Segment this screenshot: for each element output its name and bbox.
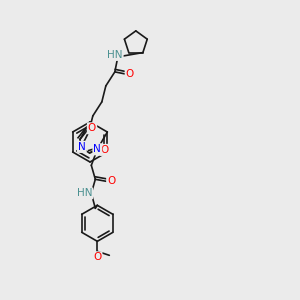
Text: O: O	[93, 252, 101, 262]
Text: O: O	[100, 145, 109, 155]
Text: O: O	[126, 69, 134, 79]
Text: N: N	[78, 142, 86, 152]
Text: O: O	[88, 123, 96, 133]
Text: HN: HN	[76, 188, 92, 198]
Text: O: O	[107, 176, 116, 186]
Text: N: N	[93, 144, 101, 154]
Text: HN: HN	[107, 50, 123, 60]
